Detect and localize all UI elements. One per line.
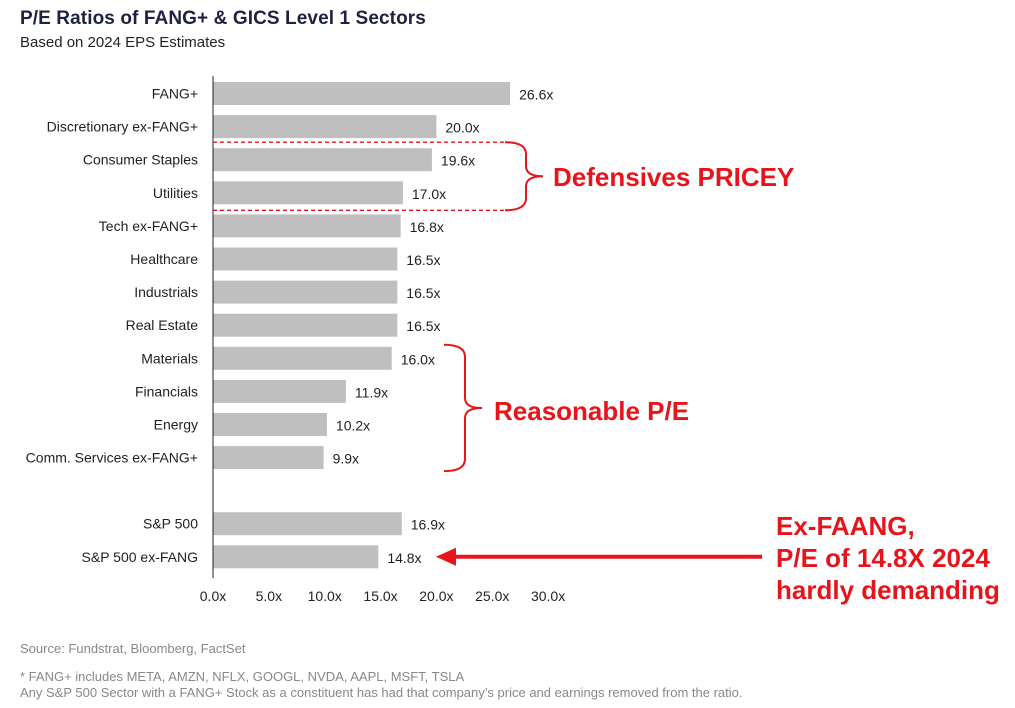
- category-label: Energy: [154, 417, 198, 433]
- chart-title: P/E Ratios of FANG+ & GICS Level 1 Secto…: [20, 8, 426, 29]
- footnote: * FANG+ includes META, AMZN, NFLX, GOOGL…: [20, 669, 743, 701]
- x-tick-label: 30.0x: [531, 588, 565, 604]
- bar: [213, 512, 402, 536]
- bar: [213, 280, 398, 304]
- callout-ex-faang-line-3: hardly demanding: [776, 575, 1000, 605]
- data-label: 16.8x: [410, 219, 444, 235]
- x-tick-label: 0.0x: [200, 588, 226, 604]
- bar: [213, 214, 401, 238]
- data-label: 10.2x: [336, 418, 370, 434]
- category-label: Consumer Staples: [83, 152, 198, 168]
- data-label: 9.9x: [333, 451, 359, 467]
- bar: [213, 115, 437, 139]
- category-label: Industrials: [134, 284, 198, 300]
- data-label: 16.5x: [406, 318, 440, 334]
- data-label: 20.0x: [445, 120, 479, 136]
- data-label: 11.9x: [355, 384, 388, 400]
- bar: [213, 545, 379, 569]
- x-tick-label: 10.0x: [308, 588, 342, 604]
- bar: [213, 247, 398, 271]
- category-label: Financials: [135, 383, 198, 399]
- bar: [213, 313, 398, 337]
- category-label: Utilities: [153, 185, 198, 201]
- category-label: Healthcare: [130, 251, 198, 267]
- data-label: 16.9x: [411, 517, 445, 533]
- reasonable-brace: [443, 343, 483, 473]
- category-label: Real Estate: [126, 317, 199, 333]
- bar-chart: FANG+ 26.6x Discretionary ex-FANG+ 20.0x Con…: [26, 76, 762, 604]
- bar: [213, 181, 403, 205]
- defensives-brace: [504, 141, 544, 212]
- ex-faang-arrow-head: [436, 547, 456, 566]
- source-note: Source: Fundstrat, Bloomberg, FactSet: [20, 641, 246, 656]
- bar: [213, 413, 327, 436]
- footnote-line-1: * FANG+ includes META, AMZN, NFLX, GOOGL…: [20, 669, 465, 684]
- category-label: Comm. Services ex-FANG+: [26, 450, 198, 466]
- callout-reasonable-pe: Reasonable P/E: [494, 396, 690, 426]
- category-label: FANG+: [152, 86, 198, 102]
- data-label: 16.0x: [401, 351, 435, 367]
- x-tick-label: 25.0x: [475, 588, 509, 604]
- category-label: Tech ex-FANG+: [99, 218, 198, 234]
- bar: [213, 379, 346, 403]
- category-label: S&P 500: [143, 516, 198, 532]
- x-tick-label: 20.0x: [419, 588, 453, 604]
- footnote-line-2: Any S&P 500 Sector with a FANG+ Stock as…: [20, 685, 743, 700]
- data-label: 14.8x: [387, 550, 421, 566]
- bar: [213, 82, 511, 105]
- callout-ex-faang-line-1: Ex-FAANG,: [776, 511, 915, 541]
- callout-defensives-pricey: Defensives PRICEY: [553, 162, 795, 192]
- data-label: 26.6x: [519, 87, 553, 103]
- bar: [213, 148, 432, 172]
- category-label: Materials: [141, 350, 198, 366]
- data-label: 16.5x: [406, 252, 440, 268]
- x-tick-label: 5.0x: [256, 588, 282, 604]
- bar: [213, 446, 324, 470]
- callout-ex-faang-line-2: P/E of 14.8X 2024: [776, 543, 990, 573]
- category-label: Discretionary ex-FANG+: [47, 119, 198, 135]
- data-label: 16.5x: [406, 285, 440, 301]
- bar: [213, 346, 392, 370]
- x-tick-label: 15.0x: [363, 588, 397, 604]
- data-label: 19.6x: [441, 153, 475, 169]
- callout-ex-faang: Ex-FAANG, P/E of 14.8X 2024 hardly deman…: [776, 510, 1006, 606]
- data-label: 17.0x: [412, 186, 446, 202]
- chart-subtitle: Based on 2024 EPS Estimates: [20, 34, 226, 51]
- category-label: S&P 500 ex-FANG: [82, 549, 198, 565]
